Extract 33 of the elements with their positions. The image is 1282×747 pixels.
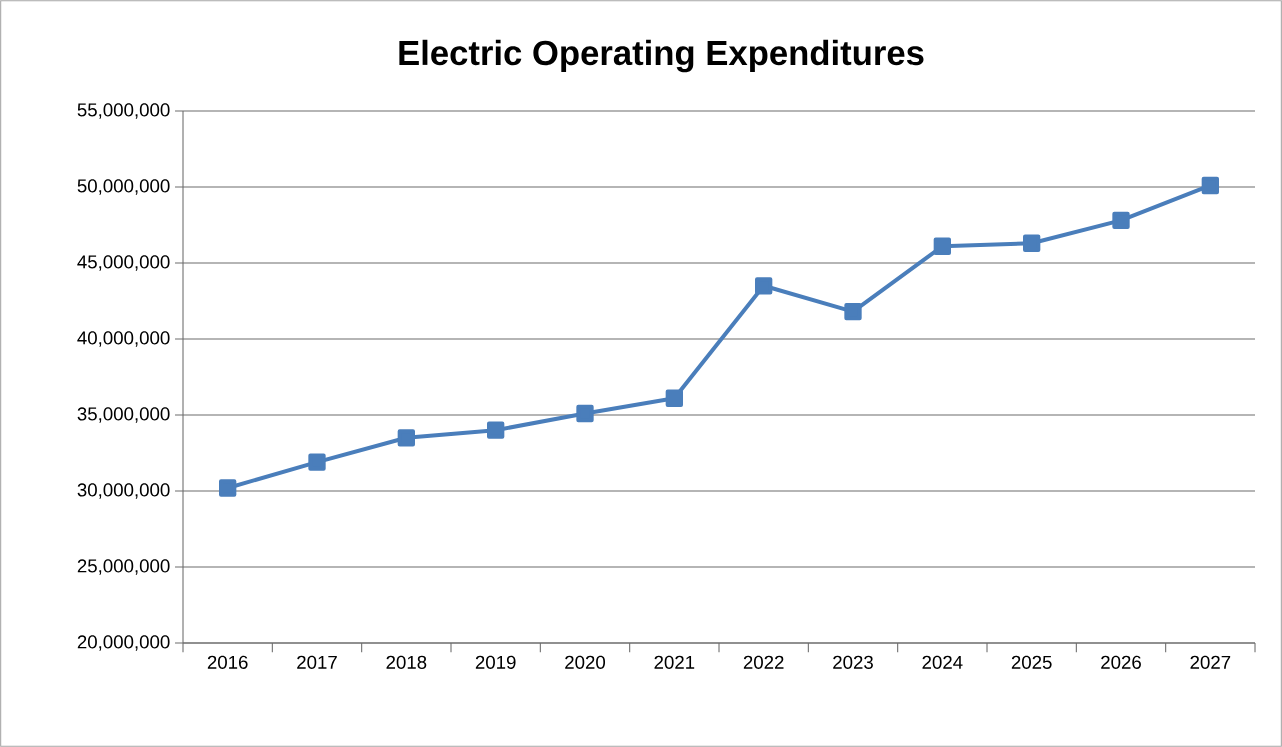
x-tick-label: 2017: [297, 655, 337, 669]
point: [219, 479, 237, 497]
y-tick-label: 50,000,000: [77, 179, 170, 195]
y-tick-label: 55,000,000: [77, 103, 170, 119]
point: [576, 404, 594, 423]
x-tick-label: 2022: [743, 655, 784, 669]
x-tick-label: 2016: [207, 655, 248, 669]
point: [844, 302, 862, 321]
point: [1023, 234, 1041, 252]
x-tick-label: 2020: [565, 655, 606, 669]
chart-title: Electric Operating Expenditures: [399, 39, 924, 73]
point: [308, 453, 326, 471]
point: [1112, 211, 1130, 230]
x-tick-label: 2019: [475, 655, 516, 669]
x-tick-label: 2021: [654, 655, 695, 669]
x-tick-label: 2025: [1011, 655, 1052, 669]
y-tick-label: 25,000,000: [77, 559, 170, 575]
point: [755, 277, 773, 295]
x-tick-label: 2018: [386, 655, 427, 669]
point: [933, 237, 952, 255]
point: [1201, 176, 1220, 195]
y-tick-label: 45,000,000: [77, 255, 170, 271]
x-tick-label: 2026: [1101, 655, 1141, 669]
point: [397, 429, 415, 447]
y-tick-label: 35,000,000: [77, 407, 170, 423]
y-tick-label: 20,000,000: [77, 635, 170, 651]
point: [487, 421, 505, 439]
x-tick-label: 2027: [1190, 655, 1231, 669]
x-tick-label: 2024: [922, 655, 963, 669]
y-tick-label: 30,000,000: [77, 483, 170, 499]
point: [665, 389, 684, 407]
y-tick-label: 40,000,000: [77, 331, 170, 347]
x-tick-label: 2023: [833, 655, 873, 669]
